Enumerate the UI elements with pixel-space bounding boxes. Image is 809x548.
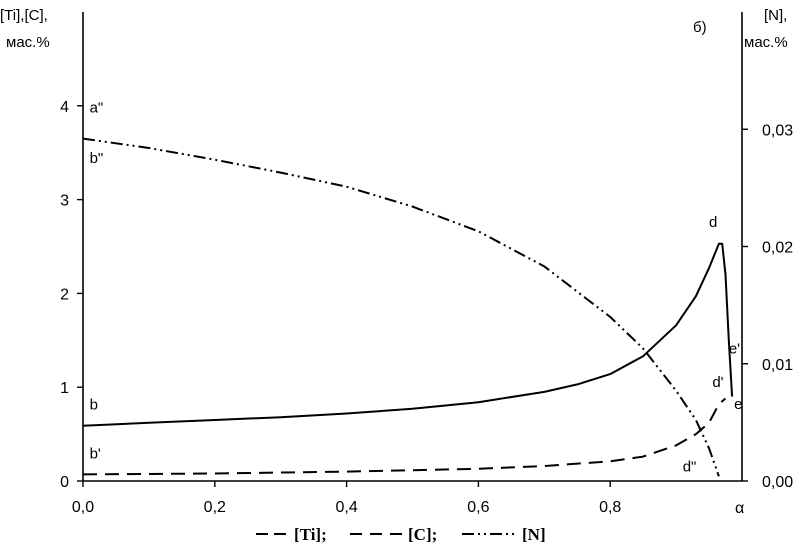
legend: [Ti]; [C]; [N] [256, 525, 546, 544]
point-annotation: b [90, 397, 98, 414]
x-axis-label: α [735, 500, 744, 517]
y-left-tick-label: 2 [60, 286, 69, 303]
annotation-group: a" b" b b' d e' d' e d" [90, 99, 743, 475]
point-annotation: d [709, 214, 717, 231]
x-tick-label: 0,6 [467, 499, 489, 516]
y-left-tick-label: 4 [60, 99, 69, 116]
point-annotation: b" [90, 150, 104, 167]
series-line-n [82, 137, 720, 477]
y-right-label-line2: мас.% [744, 34, 788, 51]
point-annotation: e [734, 396, 742, 413]
y-left-label-line2: мас.% [6, 34, 50, 51]
plot-frame [82, 12, 743, 482]
y-left-label-line1: [Ti],[C], [0, 7, 48, 24]
legend-n-label: [N] [522, 525, 546, 544]
legend-ti-label: [Ti]; [294, 525, 327, 544]
y-left-tick-label: 0 [60, 474, 69, 491]
point-annotation: a" [90, 99, 104, 116]
y-right-tick-label: 0,03 [762, 122, 793, 139]
series-line-ti [82, 242, 734, 427]
y-right-tick-label: 0,02 [762, 240, 793, 257]
series-line-c [82, 397, 727, 476]
point-annotation: b' [90, 445, 101, 462]
y-right-tick-label: 0,01 [762, 357, 793, 374]
x-tick-label: 0,2 [204, 499, 226, 516]
y-right-label-line1: [N], [764, 7, 787, 24]
x-tick-label: 0,4 [335, 499, 357, 516]
series-group [82, 137, 734, 477]
legend-c-label: [C]; [408, 525, 437, 544]
y-right-tick-label: 0,00 [762, 474, 793, 491]
point-annotation: d" [683, 459, 697, 476]
y-left-tick-label: 1 [60, 380, 69, 397]
y-left-tick-label: 3 [60, 193, 69, 210]
tick-group: 0,0 0,2 0,4 0,6 0,8 0 1 2 3 4 0,00 0,01 0,02 0,03 [60, 99, 793, 516]
point-annotation: e' [729, 340, 740, 357]
x-tick-label: 0,0 [72, 499, 94, 516]
x-tick-label: 0,8 [599, 499, 621, 516]
panel-label: б) [693, 19, 707, 36]
point-annotation: d' [712, 374, 723, 391]
